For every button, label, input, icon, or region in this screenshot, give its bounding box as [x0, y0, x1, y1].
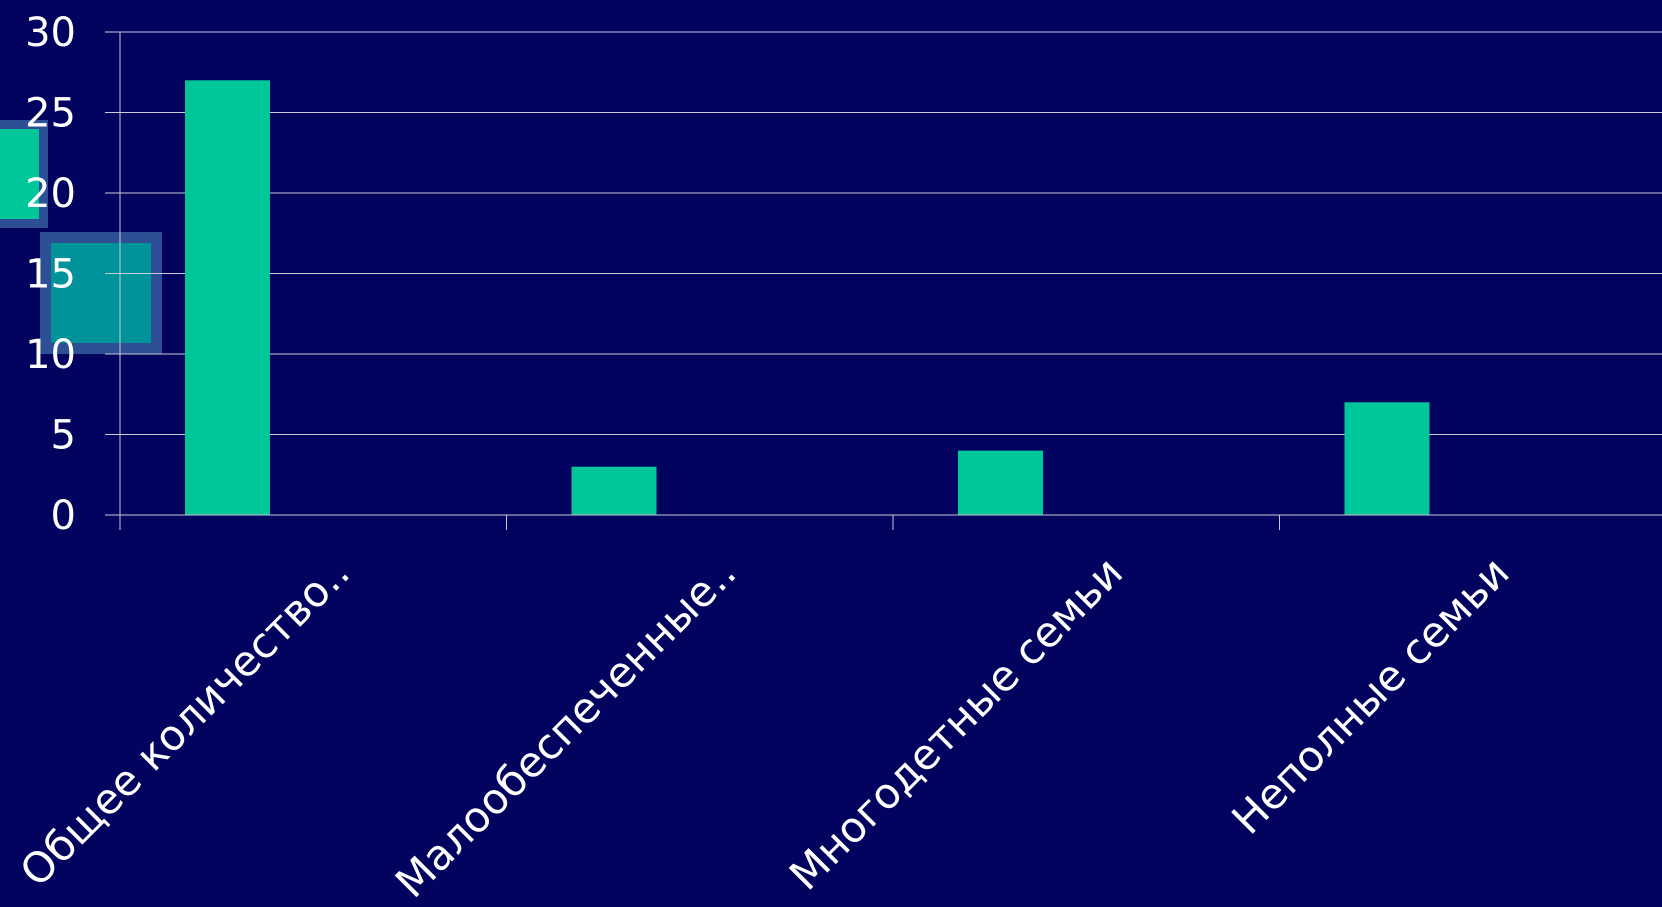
- y-tick-label: 5: [51, 413, 76, 459]
- y-tick-label: 0: [51, 493, 76, 539]
- bar: [185, 80, 270, 516]
- decorative-square-top: [0, 120, 48, 228]
- x-category-label: Малообеспеченные..: [386, 547, 746, 907]
- y-tick-label: 20: [25, 171, 76, 217]
- y-tick-label: 15: [25, 252, 76, 298]
- x-category-label: Многодетные семьи: [780, 547, 1132, 899]
- decorative-square-bottom: [40, 232, 162, 354]
- x-category-label: Общее количество..: [10, 547, 359, 896]
- x-category-labels: Общее количество.. Малообеспеченные.. Мног…: [10, 547, 1518, 907]
- bar: [958, 450, 1043, 515]
- x-category-label: Неполные семьи: [1222, 547, 1518, 843]
- y-tick-label: 10: [25, 332, 76, 378]
- y-tick-label: 30: [25, 10, 76, 56]
- y-tick-label: 25: [25, 91, 76, 137]
- axes: [105, 31, 1662, 530]
- bars: [185, 80, 1430, 516]
- gridlines: [120, 31, 1662, 435]
- y-tick-labels: 0 5 10 15 20 25 30: [25, 10, 76, 539]
- bar: [571, 466, 657, 515]
- bar: [1344, 402, 1430, 515]
